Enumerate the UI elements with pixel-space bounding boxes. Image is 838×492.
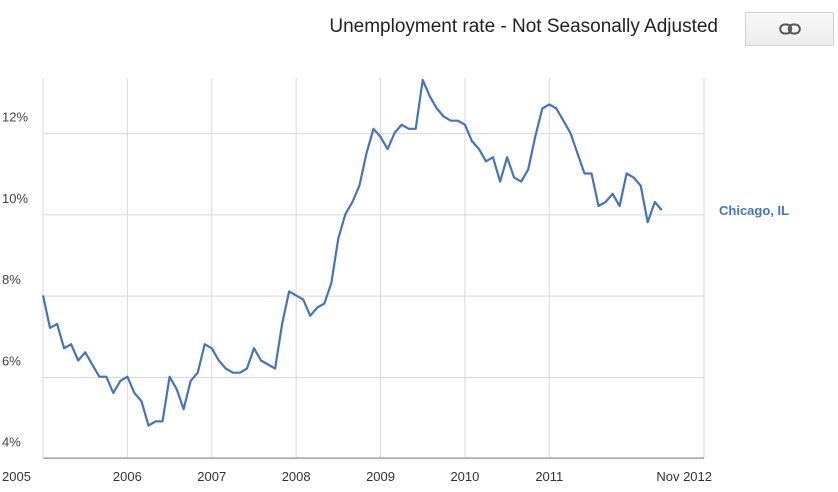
series-group: Chicago, IL <box>41 78 789 427</box>
y-tick-label: 12% <box>2 110 28 125</box>
x-tick-label: Nov 2012 <box>656 469 712 484</box>
series-line[interactable] <box>41 78 663 427</box>
x-tick-label: 2009 <box>366 469 395 484</box>
x-tick-label: 2006 <box>113 469 142 484</box>
y-axis-ticks: 4% 6% 8% 10% 12% <box>2 110 28 450</box>
link-button[interactable] <box>745 12 834 46</box>
horizontal-gridlines <box>43 133 704 460</box>
x-tick-label: 2008 <box>282 469 311 484</box>
y-tick-label: 4% <box>2 435 21 450</box>
x-axis-ticks: 2005 2006 2007 2008 2009 2010 2011 Nov 2012 <box>2 469 712 484</box>
x-tick-label: 2007 <box>197 469 226 484</box>
x-tick-label: 2005 <box>2 469 31 484</box>
x-tick-label: 2011 <box>535 469 563 484</box>
y-tick-label: 6% <box>2 353 21 368</box>
x-axis <box>42 78 704 459</box>
series-label: Chicago, IL <box>719 203 789 218</box>
y-tick-label: 8% <box>2 272 21 287</box>
y-tick-label: 10% <box>2 191 28 206</box>
link-icon <box>778 23 801 35</box>
x-tick-label: 2010 <box>450 469 479 484</box>
chart-title: Unemployment rate - Not Seasonally Adjus… <box>329 16 718 37</box>
